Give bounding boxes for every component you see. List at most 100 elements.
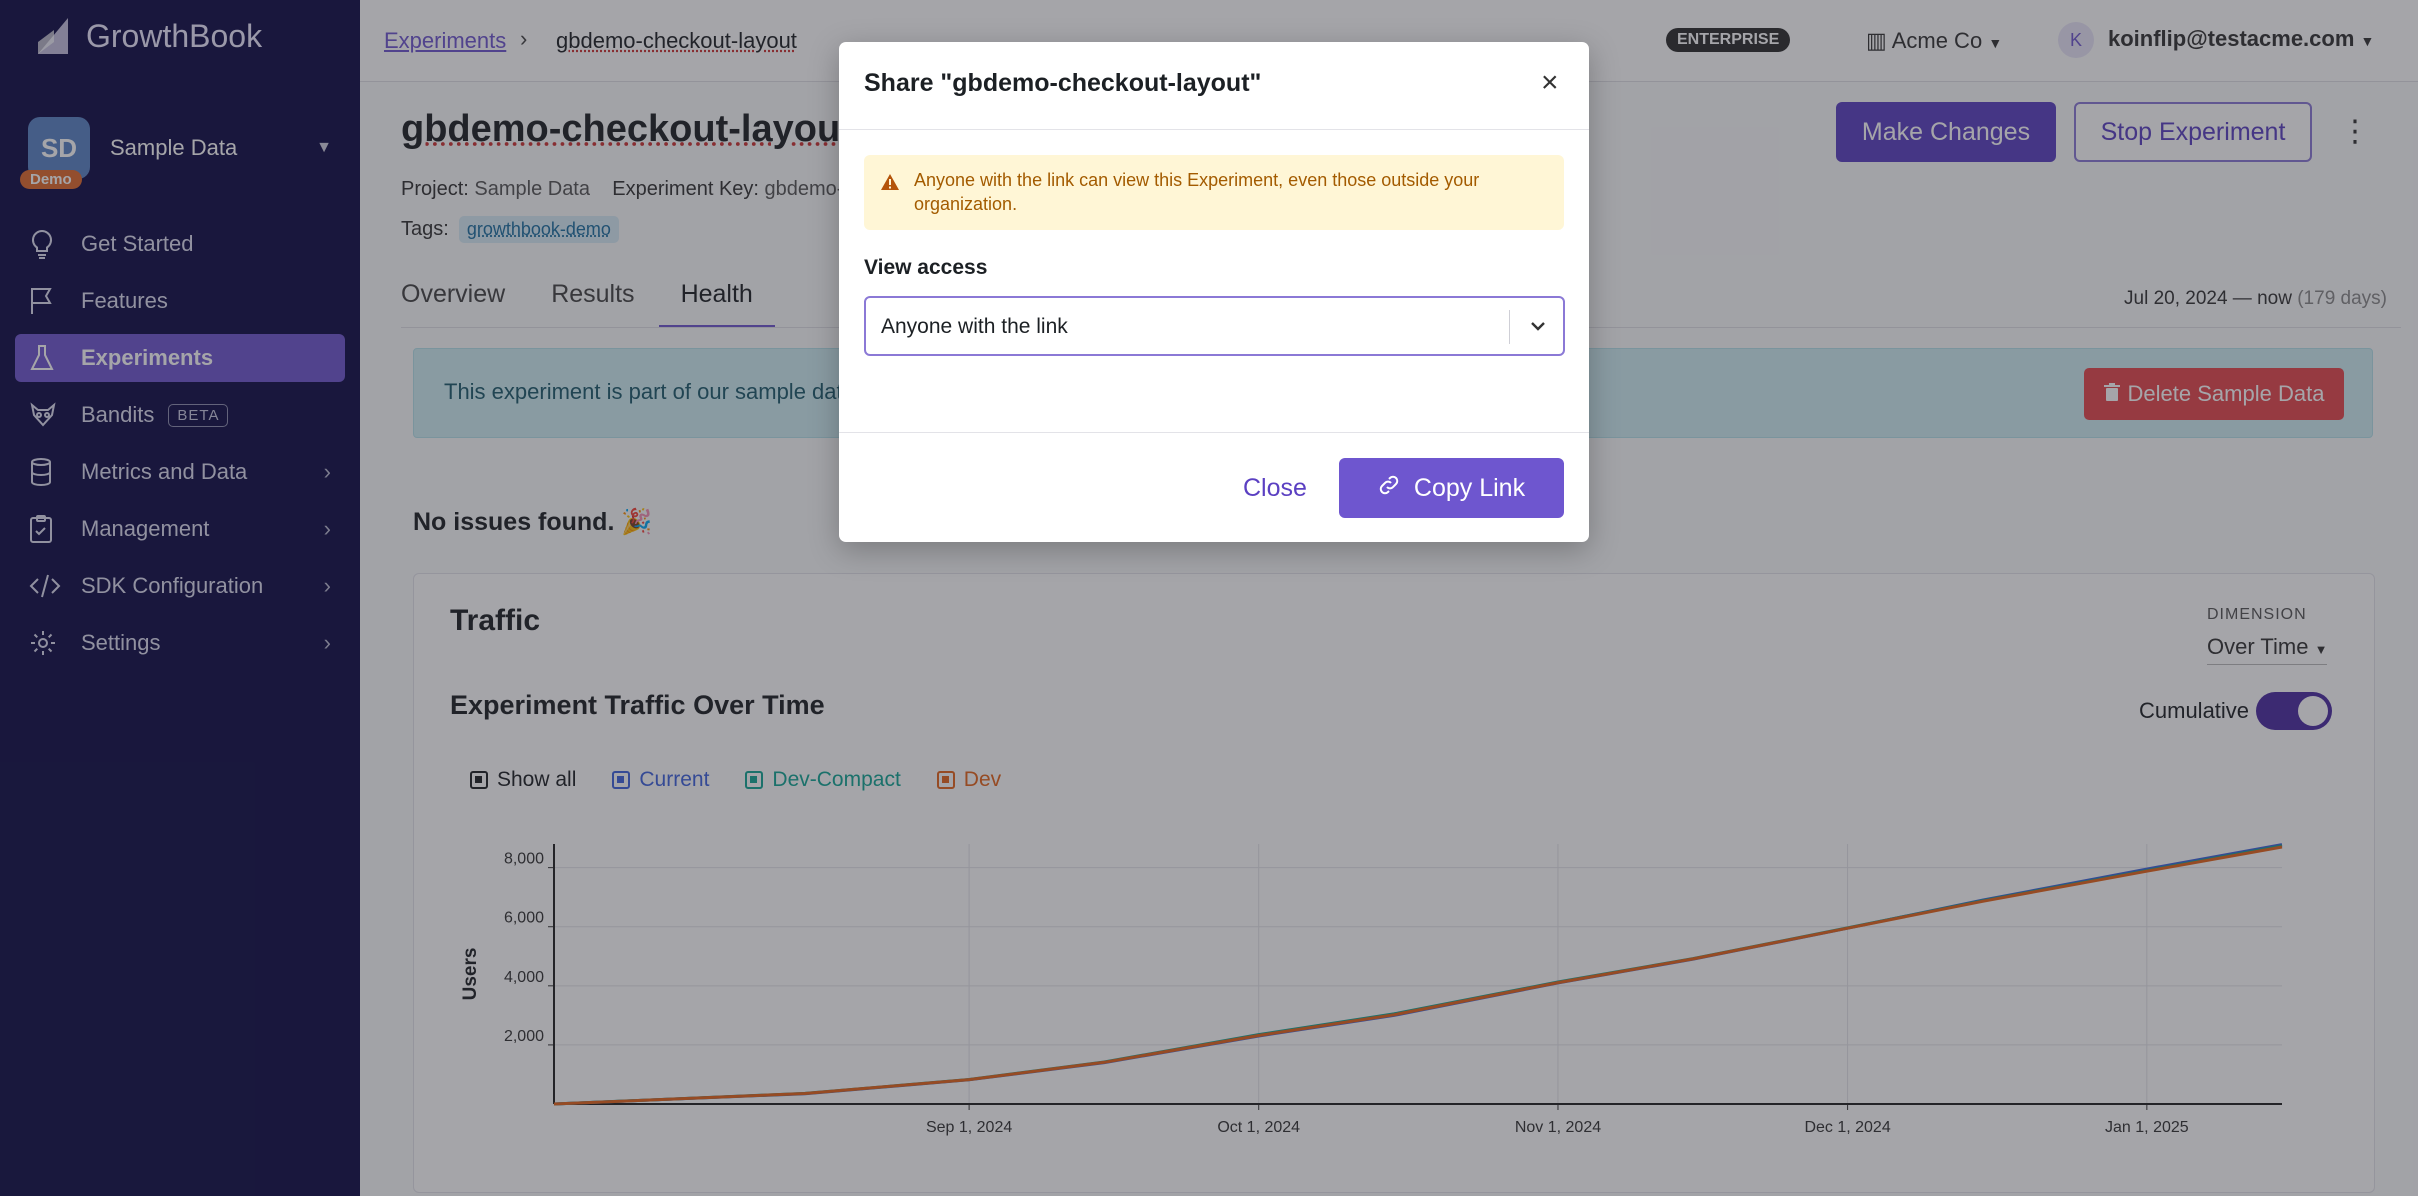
view-access-label: View access — [864, 256, 988, 279]
warning-alert: Anyone with the link can view this Exper… — [864, 155, 1564, 230]
org-avatar: SD Demo — [20, 117, 90, 189]
chevron-right-icon: › — [323, 573, 331, 598]
sidebar-item-label: Settings — [81, 630, 161, 655]
toggle-knob — [2298, 696, 2328, 726]
date-range-text: Jul 20, 2024 — now — [2124, 288, 2292, 309]
chevron-down-icon — [1528, 316, 1548, 341]
traffic-card: Traffic DIMENSION Over Time ▼ Experiment… — [413, 573, 2375, 1193]
org-initials: SD — [40, 132, 78, 163]
caret-down-icon: ▼ — [2360, 33, 2375, 49]
sidebar-item-label: Get Started — [81, 231, 194, 256]
code-icon — [29, 573, 63, 599]
view-access-select[interactable]: Anyone with the link — [864, 296, 1565, 356]
page-title: gbdemo-checkout-layout — [401, 108, 853, 150]
chevron-right-icon: › — [520, 26, 528, 51]
growthbook-logo[interactable]: GrowthBook — [34, 14, 262, 58]
x-tick-label: Jan 1, 2025 — [2105, 1119, 2189, 1136]
sidebar-item-experiments[interactable]: Experiments — [15, 334, 345, 382]
lightbulb-icon — [29, 229, 63, 259]
sidebar-nav: Get Started Features Experiments Bandits… — [15, 220, 345, 676]
raccoon-icon — [29, 401, 63, 429]
dimension-value: Over Time — [2207, 634, 2309, 659]
cumulative-toggle[interactable] — [2256, 692, 2332, 730]
checkbox-icon — [470, 771, 488, 789]
tab-results[interactable]: Results — [551, 280, 635, 308]
breadcrumb-current: gbdemo-checkout-layout — [556, 28, 797, 53]
trash-icon — [2103, 381, 2120, 407]
org-dropdown-label: Acme Co — [1891, 28, 1983, 53]
tab-health[interactable]: Health — [658, 280, 775, 328]
legend-current[interactable]: Current — [612, 768, 709, 792]
share-modal: Share "gbdemo-checkout-layout" × Anyone … — [839, 42, 1589, 542]
select-divider — [1509, 310, 1510, 344]
org-name: Sample Data — [110, 135, 238, 160]
traffic-title: Traffic — [450, 604, 541, 637]
stop-experiment-button[interactable]: Stop Experiment — [2074, 102, 2312, 162]
copy-link-label: Copy Link — [1413, 473, 1526, 502]
banner-text: This experiment is part of our sample da… — [444, 379, 855, 404]
more-options-icon[interactable]: ⋮ — [2340, 115, 2370, 148]
user-avatar[interactable]: K — [2058, 22, 2094, 58]
caret-down-icon: ▼ — [2314, 642, 2328, 657]
tag-badge[interactable]: growthbook-demo — [458, 216, 619, 243]
checkbox-icon — [745, 771, 764, 789]
org-switcher[interactable]: SD Demo Sample Data ▼ — [20, 117, 332, 189]
close-icon[interactable]: × — [1541, 66, 1559, 99]
chart-title: Experiment Traffic Over Time — [450, 690, 825, 720]
flask-icon — [29, 343, 63, 373]
y-tick-label: 4,000 — [504, 969, 544, 986]
chart-legend: Show all Current Dev-Compact Dev — [470, 768, 1001, 792]
series-line-dev — [553, 845, 2283, 1106]
dimension-select[interactable]: Over Time ▼ — [2207, 634, 2328, 665]
modal-footer-divider — [839, 432, 1589, 433]
legend-dev[interactable]: Dev — [936, 768, 1002, 792]
tab-overview[interactable]: Overview — [401, 280, 506, 308]
key-label: Experiment Key: — [612, 178, 759, 200]
date-range-days: (179 days) — [2297, 288, 2388, 309]
make-changes-button[interactable]: Make Changes — [1836, 102, 2056, 162]
sidebar-item-bandits[interactable]: Bandits BETA — [15, 391, 345, 439]
project-label: Project: — [401, 178, 469, 200]
y-tick-label: 8,000 — [504, 851, 544, 868]
beta-badge: BETA — [168, 403, 229, 427]
delete-sample-data-button[interactable]: Delete Sample Data — [2084, 368, 2344, 420]
caret-down-icon: ▼ — [1988, 35, 2003, 51]
copy-link-button[interactable]: Copy Link — [1339, 458, 1564, 518]
sidebar-item-label: Experiments — [81, 345, 214, 370]
sidebar-item-get-started[interactable]: Get Started — [15, 220, 345, 268]
legend-dev-compact[interactable]: Dev-Compact — [745, 768, 901, 792]
x-tick-label: Oct 1, 2024 — [1217, 1119, 1300, 1136]
legend-show-all[interactable]: Show all — [470, 768, 576, 792]
app-name: GrowthBook — [86, 17, 263, 54]
sidebar-item-label: Metrics and Data — [81, 459, 248, 484]
close-button[interactable]: Close — [1243, 474, 1307, 502]
sidebar: GrowthBook SD Demo Sample Data ▼ Get Sta… — [0, 0, 360, 1196]
clipboard-icon — [29, 514, 63, 544]
project-value: Sample Data — [474, 178, 590, 200]
sidebar-item-metrics-and-data[interactable]: Metrics and Data › — [15, 448, 345, 496]
database-icon — [29, 457, 63, 487]
checkbox-icon — [612, 771, 631, 789]
sidebar-item-sdk-configuration[interactable]: SDK Configuration › — [15, 562, 345, 610]
user-email: koinflip@testacme.com — [2108, 26, 2355, 51]
sidebar-item-features[interactable]: Features — [15, 277, 345, 325]
building-icon: ▥ — [1866, 28, 1887, 53]
breadcrumb-experiments-link[interactable]: Experiments — [384, 28, 507, 53]
delete-sample-data-label: Delete Sample Data — [2127, 381, 2325, 406]
traffic-chart: 2,000 4,000 6,000 8,000 Sep 1, 2024 Oct 1, 20… — [460, 843, 2283, 1136]
user-menu[interactable]: koinflip@testacme.com ▼ — [2108, 26, 2374, 52]
sidebar-item-management[interactable]: Management › — [15, 505, 345, 553]
sidebar-item-settings[interactable]: Settings › — [15, 619, 345, 667]
checkbox-icon — [936, 771, 955, 789]
y-axis-label: Users — [460, 948, 481, 1001]
x-tick-label: Sep 1, 2024 — [926, 1119, 1012, 1136]
date-range: Jul 20, 2024 — now (179 days) — [2124, 288, 2387, 310]
modal-title: Share "gbdemo-checkout-layout" — [864, 69, 1262, 97]
growthbook-logo-icon — [38, 18, 68, 54]
cumulative-label: Cumulative — [2139, 698, 2250, 723]
org-dropdown[interactable]: ▥ Acme Co ▼ — [1866, 28, 2002, 54]
link-icon — [1378, 474, 1400, 503]
dimension-label: DIMENSION — [2207, 606, 2307, 623]
view-access-value: Anyone with the link — [881, 315, 1068, 338]
legend-label: Dev — [963, 768, 1002, 791]
